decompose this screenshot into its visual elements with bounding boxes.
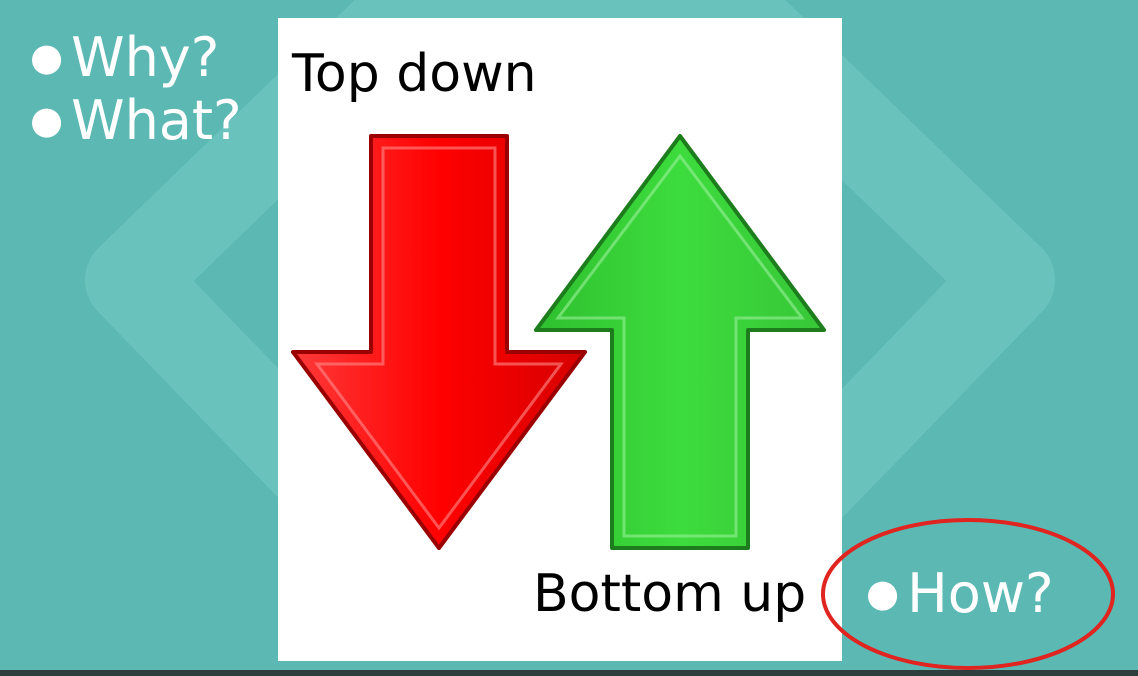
slide-bottom-bar (0, 670, 1138, 676)
bullet-dot: ● (866, 571, 900, 615)
bullet-label: What? (71, 89, 242, 152)
bullet-dot: ● (30, 35, 64, 79)
highlight-circle (821, 518, 1115, 670)
arrows-image-card: Top down Bottom up (278, 18, 842, 661)
bullet-why: ● Why? (30, 26, 242, 89)
card-subtitle: Bottom up (533, 564, 807, 624)
bullet-how: ● How? (866, 562, 1054, 625)
bullet-label: Why? (71, 26, 220, 89)
bullet-label: How? (907, 562, 1054, 625)
up-arrow-icon (534, 134, 826, 550)
bullet-dot: ● (30, 98, 64, 142)
down-arrow-icon (291, 134, 587, 550)
card-title: Top down (292, 44, 537, 104)
bullet-what: ● What? (30, 89, 242, 152)
bullet-list: ● Why? ● What? (30, 26, 242, 152)
